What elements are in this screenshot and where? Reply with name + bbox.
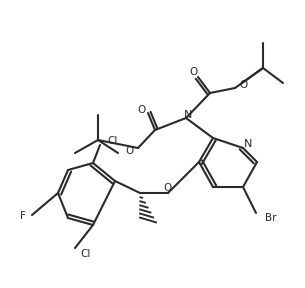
Text: O: O bbox=[190, 67, 198, 77]
Text: N: N bbox=[184, 110, 192, 120]
Text: O: O bbox=[138, 105, 146, 115]
Text: F: F bbox=[20, 211, 26, 221]
Text: N: N bbox=[244, 139, 252, 149]
Text: O: O bbox=[163, 183, 171, 193]
Text: Cl: Cl bbox=[80, 249, 90, 259]
Text: O: O bbox=[239, 80, 247, 90]
Text: O: O bbox=[126, 146, 134, 156]
Text: Br: Br bbox=[265, 213, 277, 223]
Text: Cl: Cl bbox=[107, 136, 117, 146]
